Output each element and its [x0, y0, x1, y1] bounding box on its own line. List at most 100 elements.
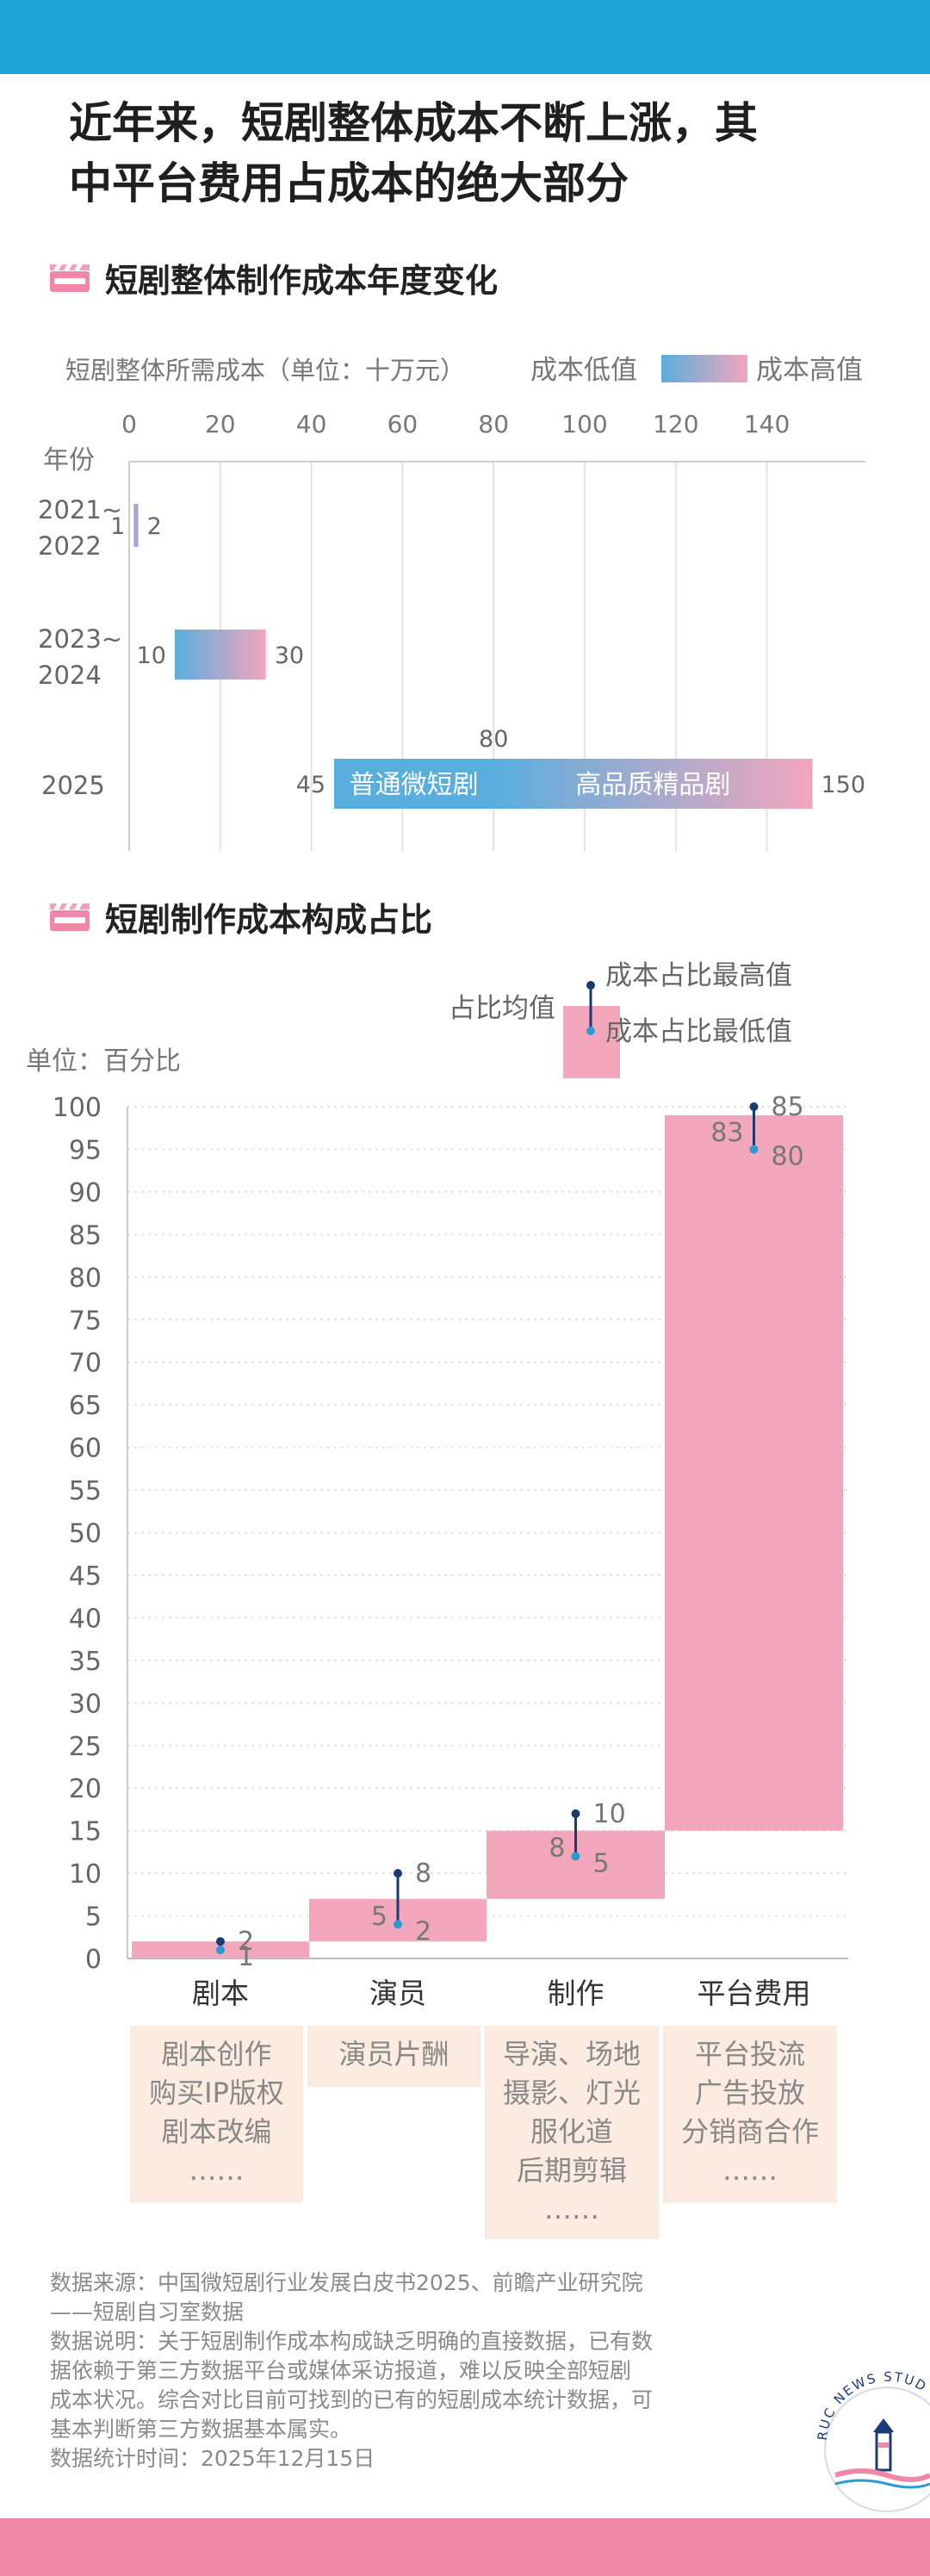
cost-share-bar [665, 1114, 843, 1831]
range-low-label: 10 [137, 642, 166, 669]
min-value-label: 5 [593, 1848, 610, 1878]
legend-min-dot [586, 1027, 595, 1035]
y-tick-label: 60 [69, 1434, 102, 1464]
year-label: 2023~ [38, 624, 122, 654]
segment-label-regular: 普通微短剧 [350, 770, 479, 800]
segment-label-premium: 高品质精品剧 [575, 770, 730, 800]
x-tick-label: 40 [296, 410, 327, 438]
x-tick-label: 80 [478, 410, 509, 438]
x-tick-label: 20 [205, 410, 236, 438]
y-axis-label: 年份 [43, 445, 95, 475]
y-tick-label: 85 [69, 1220, 102, 1251]
year-label: 2021~ [38, 495, 122, 525]
section-header-annual-cost: 短剧整体制作成本年度变化 [48, 251, 498, 303]
detail-item: 摄影、灯光 [503, 2076, 641, 2109]
x-tick-label: 100 [561, 410, 607, 438]
segment-premium [493, 759, 813, 809]
section-title: 短剧制作成本构成占比 [105, 900, 433, 939]
y-tick-label: 20 [69, 1774, 102, 1804]
year-label: 2022 [38, 531, 102, 561]
mean-value-label: 83 [710, 1118, 743, 1148]
y-tick-label: 100 [53, 1093, 102, 1123]
y-tick-label: 55 [69, 1476, 102, 1506]
detail-item: …… [189, 2154, 245, 2187]
detail-box [307, 2026, 480, 2087]
detail-item: 服化道 [530, 2115, 613, 2148]
data-source-cont: ——短剧自习室数据 [50, 2300, 245, 2325]
max-dot [216, 1937, 225, 1946]
min-value-label: 2 [415, 1916, 431, 1946]
max-dot [394, 1869, 402, 1878]
detail-item: 广告投放 [695, 2076, 805, 2109]
y-tick-label: 25 [69, 1732, 102, 1762]
detail-item: …… [722, 2154, 778, 2187]
max-value-label: 85 [772, 1092, 804, 1122]
category-label: 剧本 [192, 1977, 249, 2010]
range-high-label: 2 [147, 513, 162, 540]
range-high-label: 150 [822, 772, 866, 798]
x-tick-label: 60 [388, 410, 418, 438]
max-dot [749, 1102, 759, 1111]
page-title-line-1: 近年来，短剧整体成本不断上涨，其 [69, 98, 758, 148]
detail-item: 平台投流 [695, 2038, 805, 2070]
y-tick-label: 75 [69, 1306, 102, 1336]
section-header-cost-structure: 短剧制作成本构成占比 [48, 891, 432, 942]
category-label: 制作 [548, 1977, 604, 2010]
range-low-label: 1 [110, 513, 125, 540]
min-dot [749, 1145, 759, 1154]
year-label: 2024 [38, 661, 102, 690]
footer-notes: 数据来源：中国微短剧行业发展白皮书2025、前瞻产业研究院 ——短剧自习室数据 … [50, 2269, 808, 2474]
detail-item: 演员片酬 [338, 2038, 449, 2070]
y-tick-label: 0 [85, 1945, 102, 1975]
detail-item: 导演、场地 [503, 2038, 641, 2070]
x-tick-label: 0 [121, 410, 137, 438]
x-tick-label: 120 [653, 410, 698, 438]
y-tick-label: 5 [85, 1903, 102, 1933]
min-value-label: 1 [238, 1942, 254, 1972]
y-tick-label: 10 [69, 1859, 102, 1890]
page-title: 近年来，短剧整体成本不断上涨，其 中平台费用占成本的绝大部分 [69, 93, 896, 214]
max-value-label: 2 [238, 1927, 254, 1957]
cost-structure-chart: 占比均值成本占比最高值成本占比最低值单位：百分比0510152025303540… [26, 960, 848, 2239]
y-tick-label: 35 [69, 1647, 102, 1677]
top-color-bar [0, 0, 930, 74]
legend-min-label: 成本占比最低值 [605, 1016, 792, 1047]
y-tick-label: 30 [69, 1689, 102, 1719]
bottom-color-bar [0, 2518, 930, 2576]
section-title: 短剧整体制作成本年度变化 [105, 261, 499, 300]
detail-box [485, 2026, 659, 2239]
category-label: 平台费用 [698, 1977, 811, 2010]
detail-item: 剧本改编 [161, 2115, 271, 2148]
x-tick-label: 140 [744, 410, 790, 438]
data-date: 数据统计时间：2025年12月15日 [50, 2446, 375, 2471]
year-label: 2025 [41, 771, 105, 800]
mid-value-label: 80 [479, 726, 508, 753]
y-tick-label: 70 [69, 1349, 102, 1379]
legend-max-label: 成本占比最高值 [605, 960, 792, 991]
max-value-label: 10 [593, 1799, 626, 1829]
y-tick-label: 95 [69, 1135, 102, 1165]
y-tick-label: 90 [69, 1178, 102, 1208]
data-source: 数据来源：中国微短剧行业发展白皮书2025、前瞻产业研究院 [50, 2270, 643, 2295]
min-dot [571, 1852, 580, 1861]
detail-item: 购买IP版权 [149, 2076, 284, 2109]
legend-low-label: 成本低值 [530, 355, 637, 386]
y-tick-label: 65 [69, 1391, 102, 1421]
annual-cost-range-chart: 短剧整体所需成本（单位：十万元） 成本低值 成本高值 0 20 40 60 80 100 120 1… [38, 355, 866, 851]
y-tick-label: 80 [69, 1263, 102, 1294]
data-note: 成本状况。综合对比目前可找到的已有的短剧成本统计数据，可 [50, 2387, 654, 2412]
page-title-line-2: 中平台费用占成本的绝大部分 [69, 158, 629, 208]
detail-box [130, 2026, 303, 2203]
detail-item: 后期剪辑 [517, 2154, 627, 2187]
detail-item: 剧本创作 [161, 2038, 271, 2070]
y-tick-label: 15 [69, 1817, 102, 1847]
segment-regular [334, 759, 494, 809]
legend-high-label: 成本高值 [756, 355, 863, 386]
detail-item: 分销商合作 [681, 2115, 819, 2148]
legend-max-dot [586, 981, 595, 990]
data-note: 据依赖于第三方数据平台或媒体采访报道，难以反映全部短剧 [50, 2358, 632, 2383]
min-dot [394, 1920, 402, 1929]
detail-box [663, 2026, 837, 2203]
mean-value-label: 8 [549, 1834, 565, 1864]
logo-text: RUC NEWS STUDIO [801, 2346, 928, 2441]
